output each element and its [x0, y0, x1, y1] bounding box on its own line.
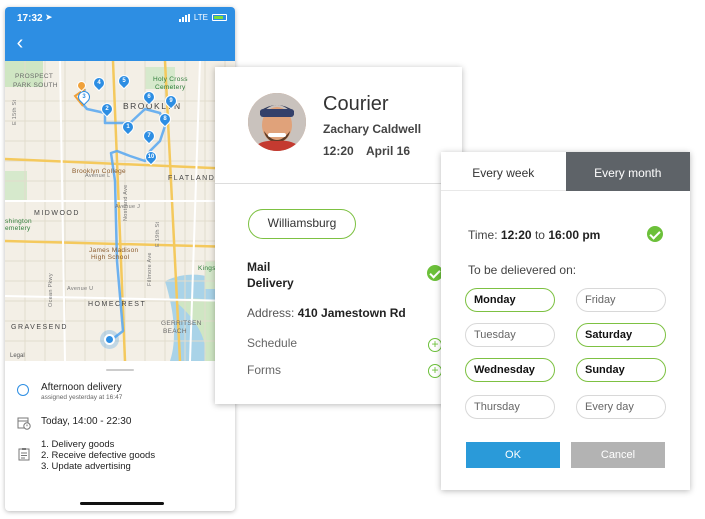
- day-option-saturday[interactable]: Saturday: [576, 323, 666, 347]
- frequency-tabs: Every week Every month: [441, 152, 690, 191]
- delivery-time-row: Today, 14:00 - 22:30: [17, 416, 131, 430]
- map-label-ocean: Ocean Pkwy: [48, 273, 54, 307]
- time-to[interactable]: 16:00 pm: [548, 228, 601, 242]
- schedule-dialog: Every week Every month Time: 12:20 to 16…: [441, 152, 690, 490]
- map-label-james-madison: James Madison: [89, 247, 139, 254]
- map-label-avenue-j: Avenue J: [115, 204, 141, 210]
- map-label-holy-cross: Holy Cross: [153, 76, 188, 83]
- clipboard-icon: [18, 448, 30, 461]
- check-icon: [427, 265, 443, 281]
- page-title: Courier: [323, 93, 389, 115]
- route-map[interactable]: PROSPECT PARK SOUTH BROOKLYN FLATLANDS M…: [5, 61, 235, 361]
- courier-time: 12:20: [323, 144, 354, 158]
- map-label-brooklyn: BROOKLYN: [123, 101, 182, 111]
- day-option-wednesday[interactable]: Wednesday: [465, 358, 555, 382]
- location-arrow-icon: ➤: [45, 12, 53, 22]
- add-schedule-icon[interactable]: +: [428, 338, 442, 352]
- time-range: Time: 12:20 to 16:00 pm: [468, 228, 600, 242]
- map-label-fillmore: Fillmore Ave: [147, 252, 153, 286]
- map-label-washington: shington: [5, 218, 32, 225]
- delivery-time: Today, 14:00 - 22:30: [41, 416, 132, 427]
- tab-every-month[interactable]: Every month: [565, 152, 690, 191]
- signal-icon: [178, 13, 190, 22]
- map-label-kings: Kings: [198, 265, 216, 272]
- map-label-e15: E 15th St: [12, 99, 18, 125]
- back-button[interactable]: ‹: [8, 32, 32, 56]
- map-label-cemetery: Cemetery: [155, 84, 186, 91]
- ok-button[interactable]: OK: [466, 442, 560, 468]
- day-option-sunday[interactable]: Sunday: [576, 358, 666, 382]
- task-item: 1. Delivery goods: [41, 439, 115, 450]
- time-to-word: to: [534, 228, 545, 242]
- map-label-park-south: PARK SOUTH: [13, 82, 58, 89]
- map-label-prospect: PROSPECT: [15, 73, 54, 80]
- tab-every-week[interactable]: Every week: [441, 152, 566, 191]
- map-label-brooklyn-college: Brooklyn College: [72, 168, 126, 175]
- map-label-midwood: MIDWOOD: [34, 210, 80, 217]
- sheet-drag-handle[interactable]: [106, 369, 134, 371]
- check-icon: [647, 226, 663, 242]
- delivery-title: Afternoon delivery: [41, 382, 122, 393]
- courier-card: Courier Zachary Caldwell 12:20 April 16 …: [215, 67, 462, 404]
- map-label-homecrest: HOMECREST: [88, 301, 147, 308]
- delivery-assigned: assigned yesterday at 16:47: [41, 394, 123, 401]
- mobile-app-screen: 17:32 ➤ LTE ‹: [5, 7, 235, 511]
- map-label-cemetery-2: emetery: [5, 225, 31, 232]
- map-label-gerritsen: GERRITSEN: [161, 320, 202, 327]
- map-label-beach: BEACH: [163, 328, 187, 335]
- map-label-avenue-l: Avenue L: [85, 173, 111, 179]
- map-label-e19: E 19th St: [155, 221, 161, 247]
- area-badge[interactable]: Williamsburg: [248, 209, 356, 239]
- map-legal-link[interactable]: Legal: [10, 353, 25, 359]
- deliver-on-label: To be delievered on:: [468, 263, 577, 277]
- courier-date: April 16: [366, 144, 411, 158]
- delivery-type: Mail Delivery: [247, 260, 294, 290]
- day-option-friday[interactable]: Friday: [576, 288, 666, 312]
- day-option-every-day[interactable]: Every day: [576, 395, 666, 419]
- day-option-monday[interactable]: Monday: [465, 288, 555, 312]
- home-indicator[interactable]: [80, 502, 164, 505]
- map-label-nostrand: Nostrand Ave: [123, 184, 129, 221]
- forms-link[interactable]: Forms: [247, 363, 281, 377]
- task-item: 3. Update advertising: [41, 461, 131, 472]
- map-label-high-school: High School: [91, 254, 130, 261]
- day-option-tuesday[interactable]: Tuesday: [465, 323, 555, 347]
- map-label-gravesend: GRAVESEND: [11, 324, 68, 331]
- task-item: 2. Receive defective goods: [41, 450, 156, 461]
- avatar: [248, 93, 306, 151]
- courier-photo: [248, 93, 306, 151]
- calendar-clock-icon: [17, 417, 31, 430]
- address-row: Address: 410 Jamestown Rd: [247, 306, 406, 320]
- chevron-left-icon: ‹: [16, 32, 24, 54]
- current-location-dot: [104, 334, 115, 345]
- time-label: Time:: [468, 228, 498, 242]
- status-circle-icon: [17, 384, 29, 396]
- delivery-title-row[interactable]: Afternoon delivery assigned yesterday at…: [17, 382, 122, 401]
- courier-name: Zachary Caldwell: [323, 122, 422, 136]
- time-from[interactable]: 12:20: [500, 228, 532, 242]
- cancel-button[interactable]: Cancel: [571, 442, 665, 468]
- network-label: LTE: [193, 13, 208, 22]
- add-forms-icon[interactable]: +: [428, 364, 442, 378]
- map-label-flatlands: FLATLANDS: [168, 175, 222, 182]
- map-label-avenue-u: Avenue U: [67, 286, 94, 292]
- day-option-thursday[interactable]: Thursday: [465, 395, 555, 419]
- battery-icon: [212, 14, 227, 21]
- address-label: Address:: [247, 306, 295, 320]
- address-value: 410 Jamestown Rd: [297, 306, 406, 320]
- delivery-tasks-row: 1. Delivery goods 2. Receive defective g…: [17, 439, 155, 472]
- divider: [215, 183, 462, 184]
- app-nav-bar: ‹: [5, 29, 235, 61]
- status-time: 17:32: [17, 13, 43, 24]
- schedule-link[interactable]: Schedule: [247, 336, 298, 350]
- status-bar: 17:32 ➤ LTE: [5, 7, 235, 29]
